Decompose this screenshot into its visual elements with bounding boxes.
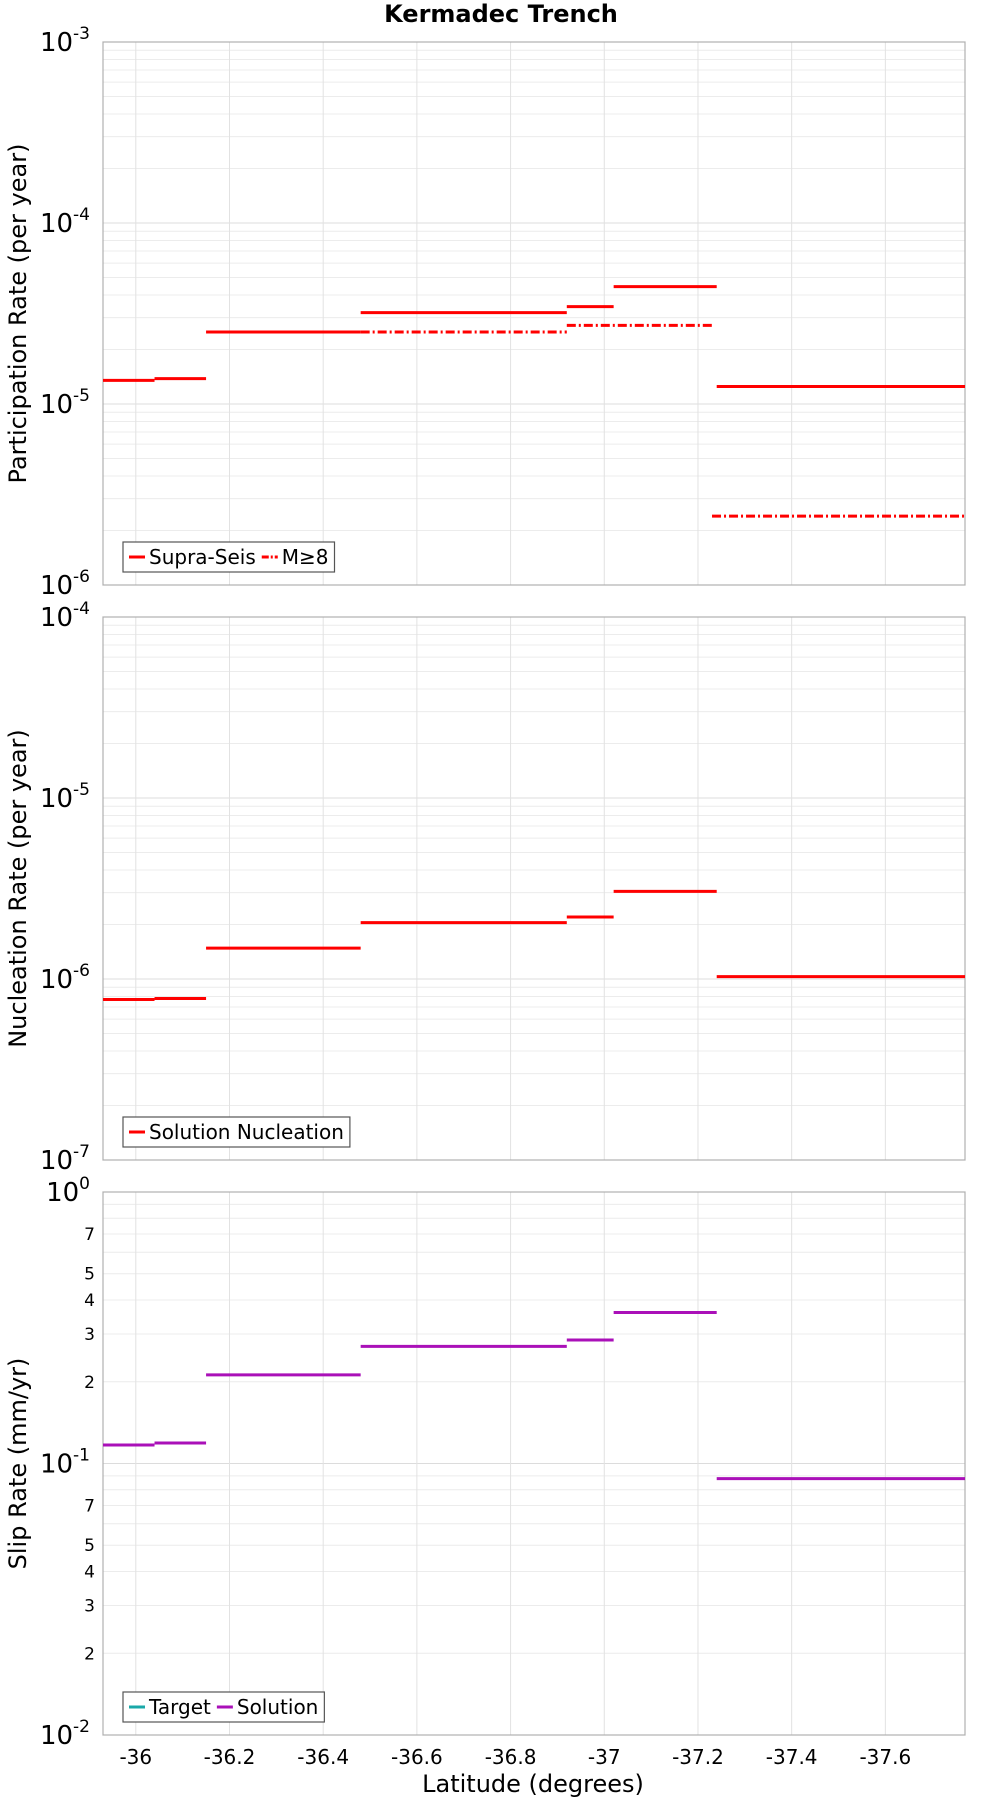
chart-title: Kermadec Trench — [384, 0, 618, 28]
x-tick-label: -37.6 — [859, 1745, 911, 1769]
x-tick-label: -37 — [588, 1745, 621, 1769]
y-axis-label: Nucleation Rate (per year) — [4, 729, 32, 1048]
x-tick-label: -37.4 — [766, 1745, 818, 1769]
plot-frame — [102, 1191, 966, 1736]
legend-label: Solution Nucleation — [149, 1120, 344, 1144]
legend-label: Supra-Seis — [149, 545, 256, 569]
legend-box — [122, 541, 336, 573]
y-tick-label: 10-5 — [40, 780, 90, 814]
y-tick-label: 100 — [46, 1174, 90, 1208]
y-minor-tick-label: 4 — [84, 1291, 95, 1311]
y-axis-label: Slip Rate (mm/yr) — [4, 1358, 32, 1570]
y-minor-tick-label: 3 — [84, 1325, 95, 1345]
y-minor-tick-label: 5 — [84, 1536, 95, 1556]
plot-frame — [102, 616, 966, 1161]
y-minor-tick-label: 2 — [84, 1373, 95, 1393]
y-minor-tick-label: 3 — [84, 1596, 95, 1616]
x-tick-label: -36.4 — [297, 1745, 349, 1769]
x-tick-label: -36 — [119, 1745, 152, 1769]
y-tick-label: 10-1 — [40, 1446, 90, 1480]
plot-frame — [102, 41, 966, 586]
legend-label: Solution — [237, 1695, 318, 1719]
y-tick-label: 10-6 — [40, 567, 90, 601]
y-tick-label: 10-5 — [40, 386, 90, 420]
y-minor-tick-label: 7 — [84, 1497, 95, 1517]
legend-label: Target — [148, 1695, 211, 1719]
panel-slip: 10-2 10-1 100 7 5 4 3 2 7 5 4 3 2 Slip Rate (mm/yr) Ta… — [4, 1174, 966, 1769]
legend: Solution Nucleation — [122, 1116, 351, 1148]
y-tick-label: 10-3 — [40, 24, 90, 58]
x-tick-label: -36.2 — [204, 1745, 256, 1769]
legend: Target Solution — [122, 1691, 325, 1723]
y-tick-label: 10-6 — [40, 961, 90, 995]
y-axis-label: Participation Rate (per year) — [4, 144, 32, 484]
panel-participation: 10-6 10-5 10-4 10-3 Participation Rate (per … — [4, 24, 966, 601]
legend-label: M≥8 — [282, 545, 329, 569]
y-minor-tick-label: 5 — [84, 1265, 95, 1285]
x-tick-label: -37.2 — [672, 1745, 724, 1769]
y-minor-tick-label: 7 — [84, 1225, 95, 1245]
legend-box — [122, 1691, 325, 1723]
x-axis-label: Latitude (degrees) — [422, 1770, 644, 1798]
y-tick-label: 10-2 — [40, 1717, 90, 1751]
y-tick-label: 10-7 — [40, 1142, 90, 1176]
y-minor-tick-label: 4 — [84, 1563, 95, 1583]
y-tick-label: 10-4 — [40, 599, 90, 633]
legend: Supra-Seis M≥8 — [122, 541, 336, 573]
y-minor-tick-label: 2 — [84, 1644, 95, 1664]
panel-nucleation: 10-7 10-6 10-5 10-4 Nucleation Rate (per yea… — [4, 599, 966, 1176]
x-tick-label: -36.6 — [391, 1745, 443, 1769]
legend-box — [122, 1116, 351, 1148]
y-tick-label: 10-4 — [40, 205, 90, 239]
x-tick-label: -36.8 — [485, 1745, 537, 1769]
